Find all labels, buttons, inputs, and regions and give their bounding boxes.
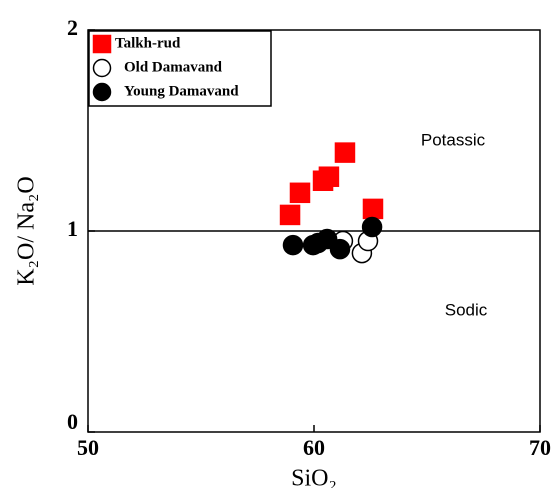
legend-label: Old Damavand xyxy=(124,59,223,75)
legend-box xyxy=(88,30,272,107)
y-axis-label: K₂O/ Na₂O xyxy=(14,176,40,285)
legend-label: Talkh-rud xyxy=(115,35,181,51)
y-tick-label: 0 xyxy=(67,409,78,434)
x-axis-label: SiO₂ xyxy=(291,466,337,488)
y-tick-label: 1 xyxy=(67,216,78,241)
point xyxy=(362,198,384,220)
point xyxy=(289,182,311,204)
annotation: Potassic xyxy=(421,130,486,149)
point xyxy=(334,142,356,163)
point xyxy=(329,238,351,260)
x-tick-label: 60 xyxy=(303,435,325,460)
x-tick-label: 70 xyxy=(529,435,551,460)
point xyxy=(92,82,112,102)
annotation: Sodic xyxy=(445,300,488,319)
x-tick-label: 50 xyxy=(77,435,99,460)
point xyxy=(318,166,340,187)
point xyxy=(361,216,383,238)
point xyxy=(279,204,301,226)
point xyxy=(282,234,304,256)
y-tick-label: 2 xyxy=(67,15,78,40)
legend-label: Young Damavand xyxy=(124,83,239,99)
point xyxy=(92,58,112,78)
point xyxy=(92,34,112,54)
